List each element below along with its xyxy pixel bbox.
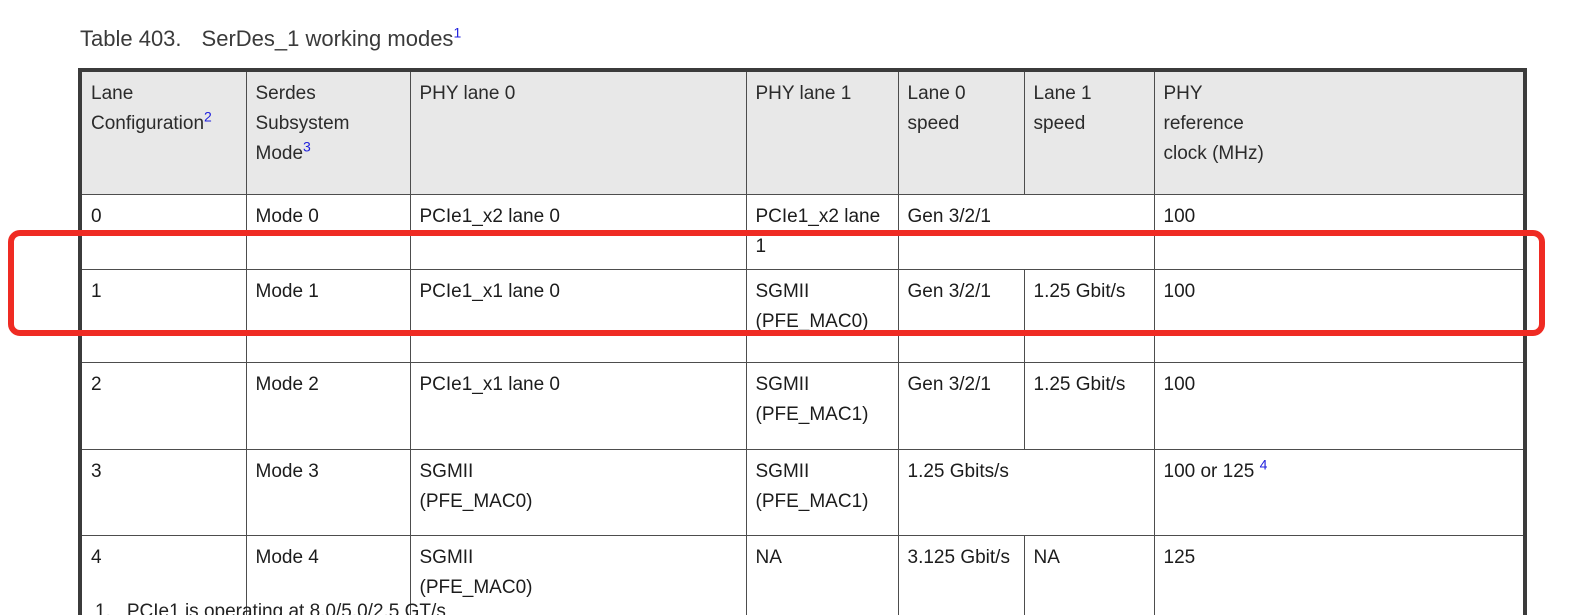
footnote-partial: 1. PCIe1 is operating at 8.0/5.0/2.5 GT/s [95,601,446,615]
table-cell: 100 [1153,361,1526,450]
table-cell: 100 or 125 4 [1153,448,1526,536]
table-row: 2 Mode 2 PCIe1_x1 lane 0 SGMII (PFE_MAC1… [79,361,1526,450]
cell-footnote-ref: 4 [1259,456,1268,473]
header-footnote-ref: 3 [303,138,311,155]
table-cell: 2 [79,361,247,450]
table-row: 3 Mode 3 SGMII (PFE_MAC0) SGMII (PFE_MAC… [79,448,1526,536]
table-caption-title: SerDes_1 working modes [201,26,454,51]
header-footnote-ref: 2 [204,108,212,125]
column-header-lane-configuration: Lane Configuration2 [79,69,247,195]
footnote-text: PCIe1 is operating at 8.0/5.0/2.5 GT/s [126,601,446,615]
table-cell: 0 [79,193,247,270]
table-cell: SGMII (PFE_MAC0) [745,268,899,363]
table-cell: PCIe1_x2 lane 0 [409,193,747,270]
table-cell: SGMII (PFE_MAC0) [409,534,747,615]
table-cell: Mode 4 [245,534,411,615]
table-cell: Mode 2 [245,361,411,450]
column-header-phy-lane-0: PHY lane 0 [409,69,747,195]
table-cell: Gen 3/2/1 [897,361,1025,450]
footnote-marker: 1. [95,601,111,615]
column-header-lane-1-speed: Lane 1 speed [1023,69,1155,195]
column-header-lane-0-speed: Lane 0 speed [897,69,1025,195]
table-cell: 4 [79,534,247,615]
table-cell: 1 [79,268,247,363]
table-caption: Table 403. SerDes_1 working modes1 [80,26,461,52]
table-cell: 100 [1153,193,1526,270]
table-row: 4 Mode 4 SGMII (PFE_MAC0) NA 3.125 Gbit/… [79,534,1526,615]
table-cell: 125 [1153,534,1526,615]
column-header-phy-lane-1: PHY lane 1 [745,69,899,195]
table-cell: 1.25 Gbit/s [1023,361,1155,450]
table-cell: Mode 1 [245,268,411,363]
table-cell-merged-speed: 1.25 Gbits/s [897,448,1155,536]
table-cell: NA [1023,534,1155,615]
table-row: 0 Mode 0 PCIe1_x2 lane 0 PCIe1_x2 lane 1… [79,193,1526,270]
caption-footnote-ref: 1 [453,24,462,41]
table-cell: 3 [79,448,247,536]
header-row: Lane Configuration2 Serdes Subsystem Mod… [79,69,1526,195]
table-cell: SGMII (PFE_MAC1) [745,448,899,536]
table-cell: Gen 3/2/1 [897,268,1025,363]
table-row-highlighted: 1 Mode 1 PCIe1_x1 lane 0 SGMII (PFE_MAC0… [79,268,1526,363]
table-cell: 3.125 Gbit/s [897,534,1025,615]
table-cell: NA [745,534,899,615]
column-header-phy-reference-clock: PHY reference clock (MHz) [1153,69,1526,195]
table-cell: PCIe1_x1 lane 0 [409,361,747,450]
table-caption-label: Table 403. [80,26,182,51]
table-cell: Mode 3 [245,448,411,536]
serdes-working-modes-table: Lane Configuration2 Serdes Subsystem Mod… [78,68,1527,615]
table-cell: SGMII (PFE_MAC0) [409,448,747,536]
column-header-serdes-subsystem-mode: Serdes Subsystem Mode3 [245,69,411,195]
table-cell: 100 [1153,268,1526,363]
table-cell: 1.25 Gbit/s [1023,268,1155,363]
table-cell-merged-speed: Gen 3/2/1 [897,193,1155,270]
table-cell: PCIe1_x2 lane 1 [745,193,899,270]
table-cell: SGMII (PFE_MAC1) [745,361,899,450]
table-cell: Mode 0 [245,193,411,270]
table-cell: PCIe1_x1 lane 0 [409,268,747,363]
